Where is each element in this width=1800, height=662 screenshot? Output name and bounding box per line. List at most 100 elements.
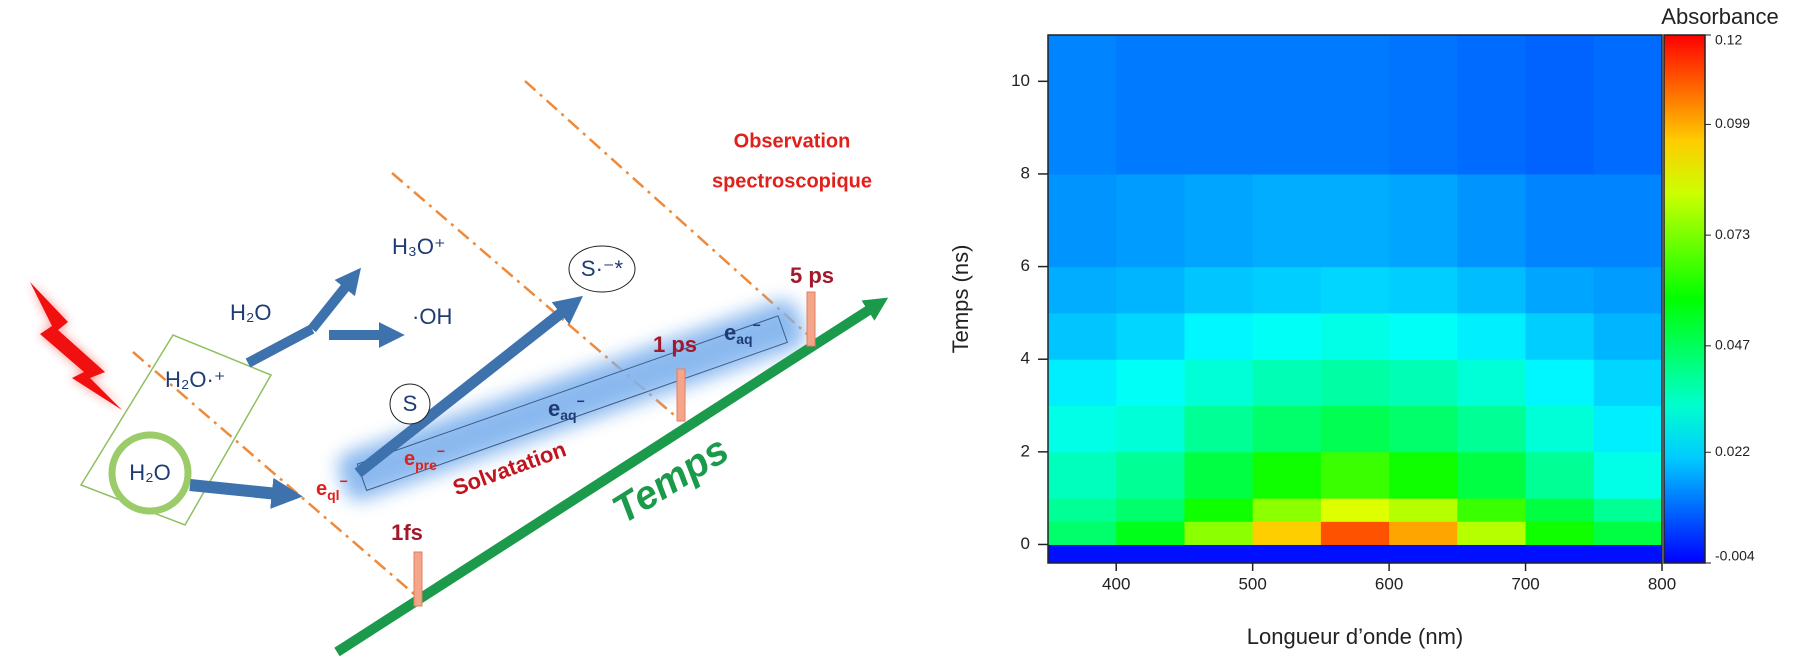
molecule: S: [403, 391, 418, 416]
sup: −: [340, 473, 348, 489]
heatmap-cell: [1320, 544, 1390, 564]
heatmap-cell: [1184, 173, 1254, 268]
heatmap-cell: [1320, 35, 1390, 175]
heatmap-cell: [1457, 521, 1527, 545]
heatmap-cell: [1593, 498, 1663, 522]
heatmap-cell: [1252, 266, 1322, 314]
heatmap-cell: [1389, 521, 1458, 545]
heatmap-cell: [1116, 35, 1185, 175]
heatmap-cell: [1252, 544, 1322, 564]
heatmap-cell: [1048, 521, 1117, 545]
heatmap-cell: [1116, 359, 1185, 407]
heatmap-cell: [1389, 312, 1458, 360]
solvation-band: [337, 299, 805, 501]
molecule: H₂O: [230, 300, 272, 325]
sup: −: [577, 393, 585, 409]
heatmap-cell: [1048, 266, 1117, 314]
heatmap-cell: [1457, 312, 1527, 360]
heatmap-cell: [1593, 266, 1663, 314]
heatmap-cell: [1593, 451, 1663, 499]
heatmap-cell: [1252, 405, 1322, 453]
e: e: [548, 396, 560, 421]
electron: eaq−: [548, 393, 585, 423]
heatmap-cell: [1184, 544, 1254, 564]
x-tick-label: 700: [1511, 574, 1539, 593]
y-tick-label: 2: [1021, 441, 1030, 460]
x-tick-label: 400: [1102, 574, 1130, 593]
heatmap-cell: [1457, 359, 1527, 407]
heatmap-cell: [1457, 544, 1527, 564]
heatmap-cell: [1184, 451, 1254, 499]
colorbar-tick-label: 0.073: [1715, 226, 1750, 242]
x-tick-label: 800: [1648, 574, 1676, 593]
dash-line: [132, 351, 422, 601]
heatmap-cell: [1116, 405, 1185, 453]
y-tick-label: 4: [1021, 349, 1030, 368]
heatmap-cell: [1048, 544, 1117, 564]
heatmap-cell: [1457, 35, 1527, 175]
heatmap-cell: [1525, 266, 1595, 314]
heatmap-cell: [1457, 498, 1527, 522]
heatmap-cell: [1184, 312, 1254, 360]
heatmap-cell: [1184, 498, 1254, 522]
colorbar-tick-label: 0.022: [1715, 443, 1750, 459]
sub: aq: [736, 331, 752, 347]
colorbar-tick-label: 0.099: [1715, 115, 1750, 131]
heatmap-cell: [1048, 173, 1117, 268]
heatmap-cell: [1184, 266, 1254, 314]
y-tick-label: 10: [1011, 71, 1030, 90]
heatmap-cell: [1525, 35, 1595, 175]
heatmap-cell: [1320, 451, 1390, 499]
molecule: H₃O⁺: [392, 234, 446, 259]
heatmap-cell: [1389, 35, 1458, 175]
dash-line: [391, 172, 682, 422]
heatmap-cell: [1048, 405, 1117, 453]
dash-line: [524, 80, 809, 336]
heatmap-cell: [1048, 312, 1117, 360]
heatmap-cell: [1320, 405, 1390, 453]
heatmap-cell: [1593, 521, 1663, 545]
heatmap-cell: [1389, 266, 1458, 314]
time-tick-label: 1 ps: [653, 332, 697, 357]
heatmap-cell: [1389, 405, 1458, 453]
molecule: S·⁻*: [581, 256, 624, 281]
sub: aq: [560, 407, 576, 423]
electron: epre−: [404, 443, 445, 473]
time-marker: [413, 551, 423, 607]
arrow: [354, 295, 583, 478]
heatmap-cell: [1525, 451, 1595, 499]
y-tick-label: 8: [1021, 163, 1030, 182]
heatmap-cell: [1457, 173, 1527, 268]
heatmap-cell: [1389, 451, 1458, 499]
e: e: [316, 478, 327, 500]
heatmap-cell: [1457, 405, 1527, 453]
heatmap-cell: [1593, 312, 1663, 360]
y-tick-label: 6: [1021, 256, 1030, 275]
heatmap-cell: [1320, 359, 1390, 407]
heatmap-cell: [1116, 544, 1185, 564]
y-tick-label: 0: [1021, 534, 1030, 553]
heatmap-cell: [1525, 173, 1595, 268]
colorbar: [1663, 34, 1706, 564]
heatmap-cell: [1320, 173, 1390, 268]
h2o-ring: [108, 431, 192, 515]
time-marker: [676, 368, 686, 422]
sub: ql: [327, 487, 339, 503]
molecule: ·OH: [412, 304, 452, 329]
heatmap-cell: [1457, 451, 1527, 499]
heatmap-cell: [1525, 521, 1595, 545]
colorbar-tick-label: 0.12: [1715, 32, 1742, 48]
heatmap-cell: [1525, 498, 1595, 522]
time-tick-label: 5 ps: [790, 263, 834, 288]
heatmap-cell: [1048, 359, 1117, 407]
sup: −: [437, 443, 445, 459]
time-tick-label: 1fs: [391, 520, 423, 545]
diagram: Observation spectroscopique H₃O⁺ H₂O ·OH…: [30, 80, 889, 657]
heatmap-cell: [1593, 405, 1663, 453]
s-circle: [389, 383, 431, 425]
arrow: [245, 324, 315, 368]
molecule: H₂O: [129, 460, 171, 485]
lightning: [30, 282, 122, 410]
heatmap-cell: [1320, 266, 1390, 314]
